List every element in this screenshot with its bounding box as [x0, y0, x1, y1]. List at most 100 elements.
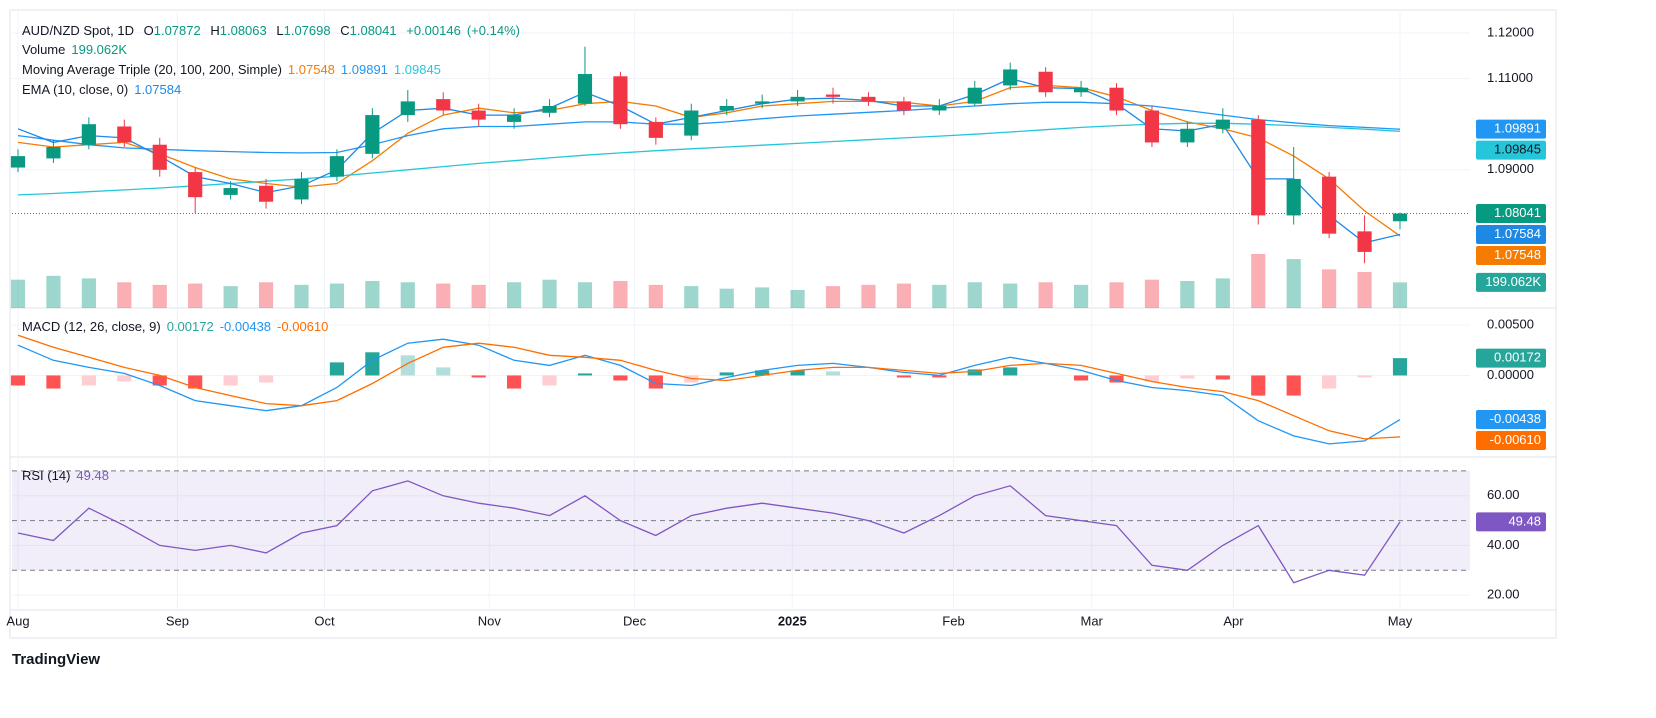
volume-bar: [1073, 284, 1089, 308]
x-tick-label: Mar: [1081, 613, 1104, 628]
volume-bar: [329, 283, 345, 308]
ema-name: EMA (10, close, 0): [22, 82, 129, 97]
value-box-label: 1.07584: [1494, 226, 1541, 241]
candle-body: [1073, 87, 1089, 93]
macd-legend: MACD (12, 26, close, 9) 0.00172 -0.00438 -0…: [22, 319, 334, 335]
rsi-line: [17, 480, 1401, 584]
value-box-label: 1.08041: [1494, 205, 1541, 220]
macd-histogram-bar: [542, 375, 557, 386]
x-tick-label: 2025: [778, 613, 807, 628]
volume-bar: [1144, 279, 1160, 308]
candle-body: [258, 185, 274, 202]
volume-bar: [790, 289, 805, 308]
volume-bar: [117, 282, 132, 308]
high-value: 1.08063: [219, 23, 267, 38]
candle-body: [117, 126, 132, 143]
candle-body: [932, 105, 947, 111]
volume-bar: [294, 284, 309, 308]
ma200-value: 1.09845: [393, 62, 441, 77]
candle-body: [329, 156, 345, 177]
candle-body: [1215, 119, 1230, 129]
candle-body: [1003, 69, 1018, 86]
macd-histogram-bar: [719, 372, 734, 376]
low-value: 1.07698: [283, 23, 331, 38]
signal-value: -0.00610: [277, 319, 329, 334]
x-tick-label: Nov: [478, 613, 502, 628]
value-box-label: 0.00172: [1494, 350, 1541, 365]
candle-body: [967, 87, 982, 104]
volume-bar: [365, 280, 380, 308]
volume-bar: [1286, 259, 1301, 308]
volume-bar: [223, 286, 238, 308]
macd-histogram-bar: [471, 375, 486, 378]
ma-name: Moving Average Triple (20, 100, 200, Sim…: [22, 62, 282, 77]
volume-bar: [825, 286, 841, 308]
x-tick-label: Sep: [166, 613, 189, 628]
value-box: [1476, 410, 1546, 430]
candle-body: [1144, 110, 1160, 143]
candle-body: [507, 115, 522, 122]
candle-body: [790, 96, 805, 102]
moving-average-line: [17, 122, 1401, 196]
candle-body: [648, 121, 663, 138]
volume-bar: [1357, 271, 1372, 308]
volume-bar: [1392, 282, 1408, 308]
candle-body: [1392, 213, 1408, 222]
volume-bar: [188, 283, 203, 308]
macd-histogram-bar: [577, 373, 593, 376]
macd-histogram-bar: [1357, 375, 1372, 378]
value-box: [1476, 431, 1546, 451]
price-tick-label: 1.09000: [1487, 161, 1534, 176]
candle-body: [755, 101, 770, 104]
price-tick-label: 1.11000: [1487, 70, 1533, 85]
symbol: AUD/NZD Spot, 1D: [22, 23, 134, 38]
macd-histogram-bar: [329, 362, 345, 376]
macd-line: [17, 334, 1401, 440]
volume-bar: [861, 284, 876, 308]
candle-body: [542, 105, 557, 113]
value-box: [1476, 225, 1546, 245]
value-box-label: 1.09891: [1494, 121, 1541, 136]
open-prefix: O: [143, 23, 154, 38]
rsi-name: RSI (14): [22, 468, 71, 483]
value-box-label: 1.07548: [1494, 247, 1541, 262]
moving-average-line: [17, 101, 1401, 154]
volume-legend: Volume 199.062K: [22, 42, 133, 58]
volume-bar: [436, 283, 451, 308]
macd-histogram-bar: [755, 370, 770, 376]
macd-histogram-bar: [1322, 375, 1337, 389]
rsi-legend: RSI (14) 49.48: [22, 468, 115, 484]
candle-body: [1180, 128, 1195, 143]
value-box: [1476, 512, 1546, 532]
close-prefix: C: [340, 23, 350, 38]
macd-histogram-bar: [648, 375, 663, 389]
volume-bar: [400, 282, 415, 308]
macd-histogram-bar: [1003, 367, 1018, 376]
volume-bar: [1003, 283, 1018, 308]
volume-bar: [471, 284, 486, 308]
macd-histogram-bar: [1144, 375, 1160, 382]
value-box: [1476, 348, 1546, 368]
candle-body: [471, 110, 486, 120]
macd-histogram-bar: [507, 375, 522, 389]
candle-body: [223, 188, 238, 195]
candle-body: [861, 96, 876, 102]
value-box-label: -0.00438: [1490, 411, 1541, 426]
x-tick-label: May: [1388, 613, 1413, 628]
rsi-tick-label: 40.00: [1487, 537, 1520, 552]
ema-line: [17, 77, 1401, 244]
x-tick-label: Aug: [6, 613, 29, 628]
chart-frame: [9, 9, 1557, 639]
close-value: 1.08041: [349, 23, 397, 38]
macd-histogram-bar: [1215, 375, 1230, 380]
macd-histogram-bar: [790, 370, 805, 376]
value-box: [1476, 272, 1546, 292]
candle-body: [1251, 119, 1266, 216]
x-tick-label: Dec: [623, 613, 647, 628]
volume-bar: [81, 278, 96, 308]
candle-body: [1286, 178, 1301, 216]
macd-histogram-bar: [223, 375, 238, 386]
macd-histogram-bar: [1109, 375, 1124, 383]
macd-histogram-bar: [1073, 375, 1089, 381]
candle-body: [152, 144, 167, 170]
